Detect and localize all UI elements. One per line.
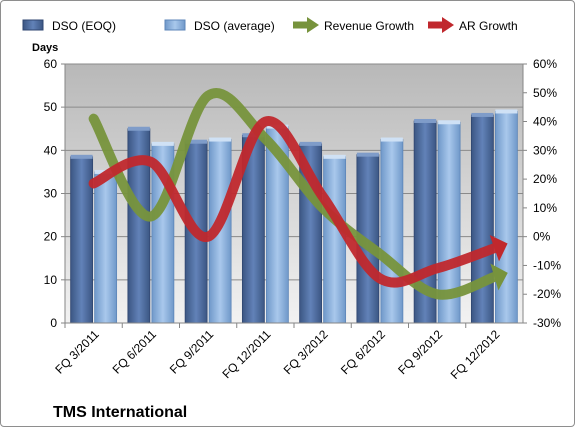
bar-top-cap <box>299 141 322 146</box>
legend: DSO (EOQ) DSO (average) Revenue Growth AR G… <box>22 17 518 33</box>
bar-top-cap <box>151 141 174 146</box>
legend-label: DSO (EOQ) <box>52 19 116 33</box>
chart-title: TMS International <box>53 404 187 421</box>
x-tick-label: FQ 12/2012 <box>448 327 503 382</box>
x-tick-label: FQ 12/2011 <box>219 327 273 381</box>
x-tick-label: FQ 3/2012 <box>281 327 331 377</box>
y-right-tick-label: 10% <box>533 201 557 215</box>
x-tick-label: FQ 6/2012 <box>338 327 388 377</box>
y-left-tick-label: 0 <box>50 316 57 330</box>
bar-top-cap <box>127 126 150 131</box>
y-right-tick-label: -20% <box>533 287 561 301</box>
bar-top-cap <box>323 154 346 159</box>
line-revenue-growth <box>88 88 500 300</box>
y-right-tick-label: 0% <box>533 230 551 244</box>
line-ar-growth <box>88 116 500 288</box>
bar-dso-average <box>494 111 518 324</box>
arrowhead-ar-growth <box>489 234 508 262</box>
bar-dso-average <box>380 139 404 324</box>
y-right-tick-label: -10% <box>533 258 561 272</box>
bar-dso-average <box>94 171 118 324</box>
y-right-tick-label: 40% <box>533 115 557 129</box>
legend-label: AR Growth <box>459 19 518 33</box>
lines-layer <box>88 88 508 300</box>
x-tick-label: FQ 9/2011 <box>167 327 217 377</box>
bar-top-cap <box>495 109 518 114</box>
y-right-tick-label: -30% <box>533 316 561 330</box>
y-left-tick-label: 40 <box>44 143 58 157</box>
legend-swatch-arrow <box>442 17 454 33</box>
legend-label: Revenue Growth <box>324 19 414 33</box>
x-tick-label: FQ 3/2011 <box>52 327 102 377</box>
y-right-tick-label: 50% <box>533 86 557 100</box>
legend-swatch-arrow <box>307 17 319 33</box>
legend-swatch <box>164 19 186 31</box>
bar-top-cap <box>185 139 208 144</box>
y-right-tick-label: 20% <box>533 172 557 186</box>
bar-top-cap <box>471 112 494 117</box>
legend-label: DSO (average) <box>194 19 275 33</box>
bar-top-cap <box>209 137 232 142</box>
y-left-tick-label: 20 <box>44 230 58 244</box>
bar-top-cap <box>438 120 461 125</box>
x-tick-label: FQ 6/2011 <box>110 327 160 377</box>
x-tick-label: FQ 9/2012 <box>395 327 445 377</box>
y-left-tick-label: 10 <box>44 273 58 287</box>
bar-top-cap <box>380 137 403 142</box>
bar-top-cap <box>414 118 437 123</box>
y-left-tick-label: 50 <box>44 100 58 114</box>
legend-swatch <box>22 19 44 31</box>
arrowhead-revenue-growth <box>490 263 508 291</box>
bar-top-cap <box>356 152 379 157</box>
y-right-tick-label: 30% <box>533 143 557 157</box>
bar-top-cap <box>70 154 93 159</box>
y-left-tick-label: 60 <box>44 57 58 71</box>
y-left-axis-label: Days <box>32 42 58 54</box>
bar-dso-eoq <box>470 114 494 324</box>
y-right-tick-label: 60% <box>533 57 557 71</box>
y-left-tick-label: 30 <box>44 187 58 201</box>
bar-dso-average <box>323 156 347 324</box>
